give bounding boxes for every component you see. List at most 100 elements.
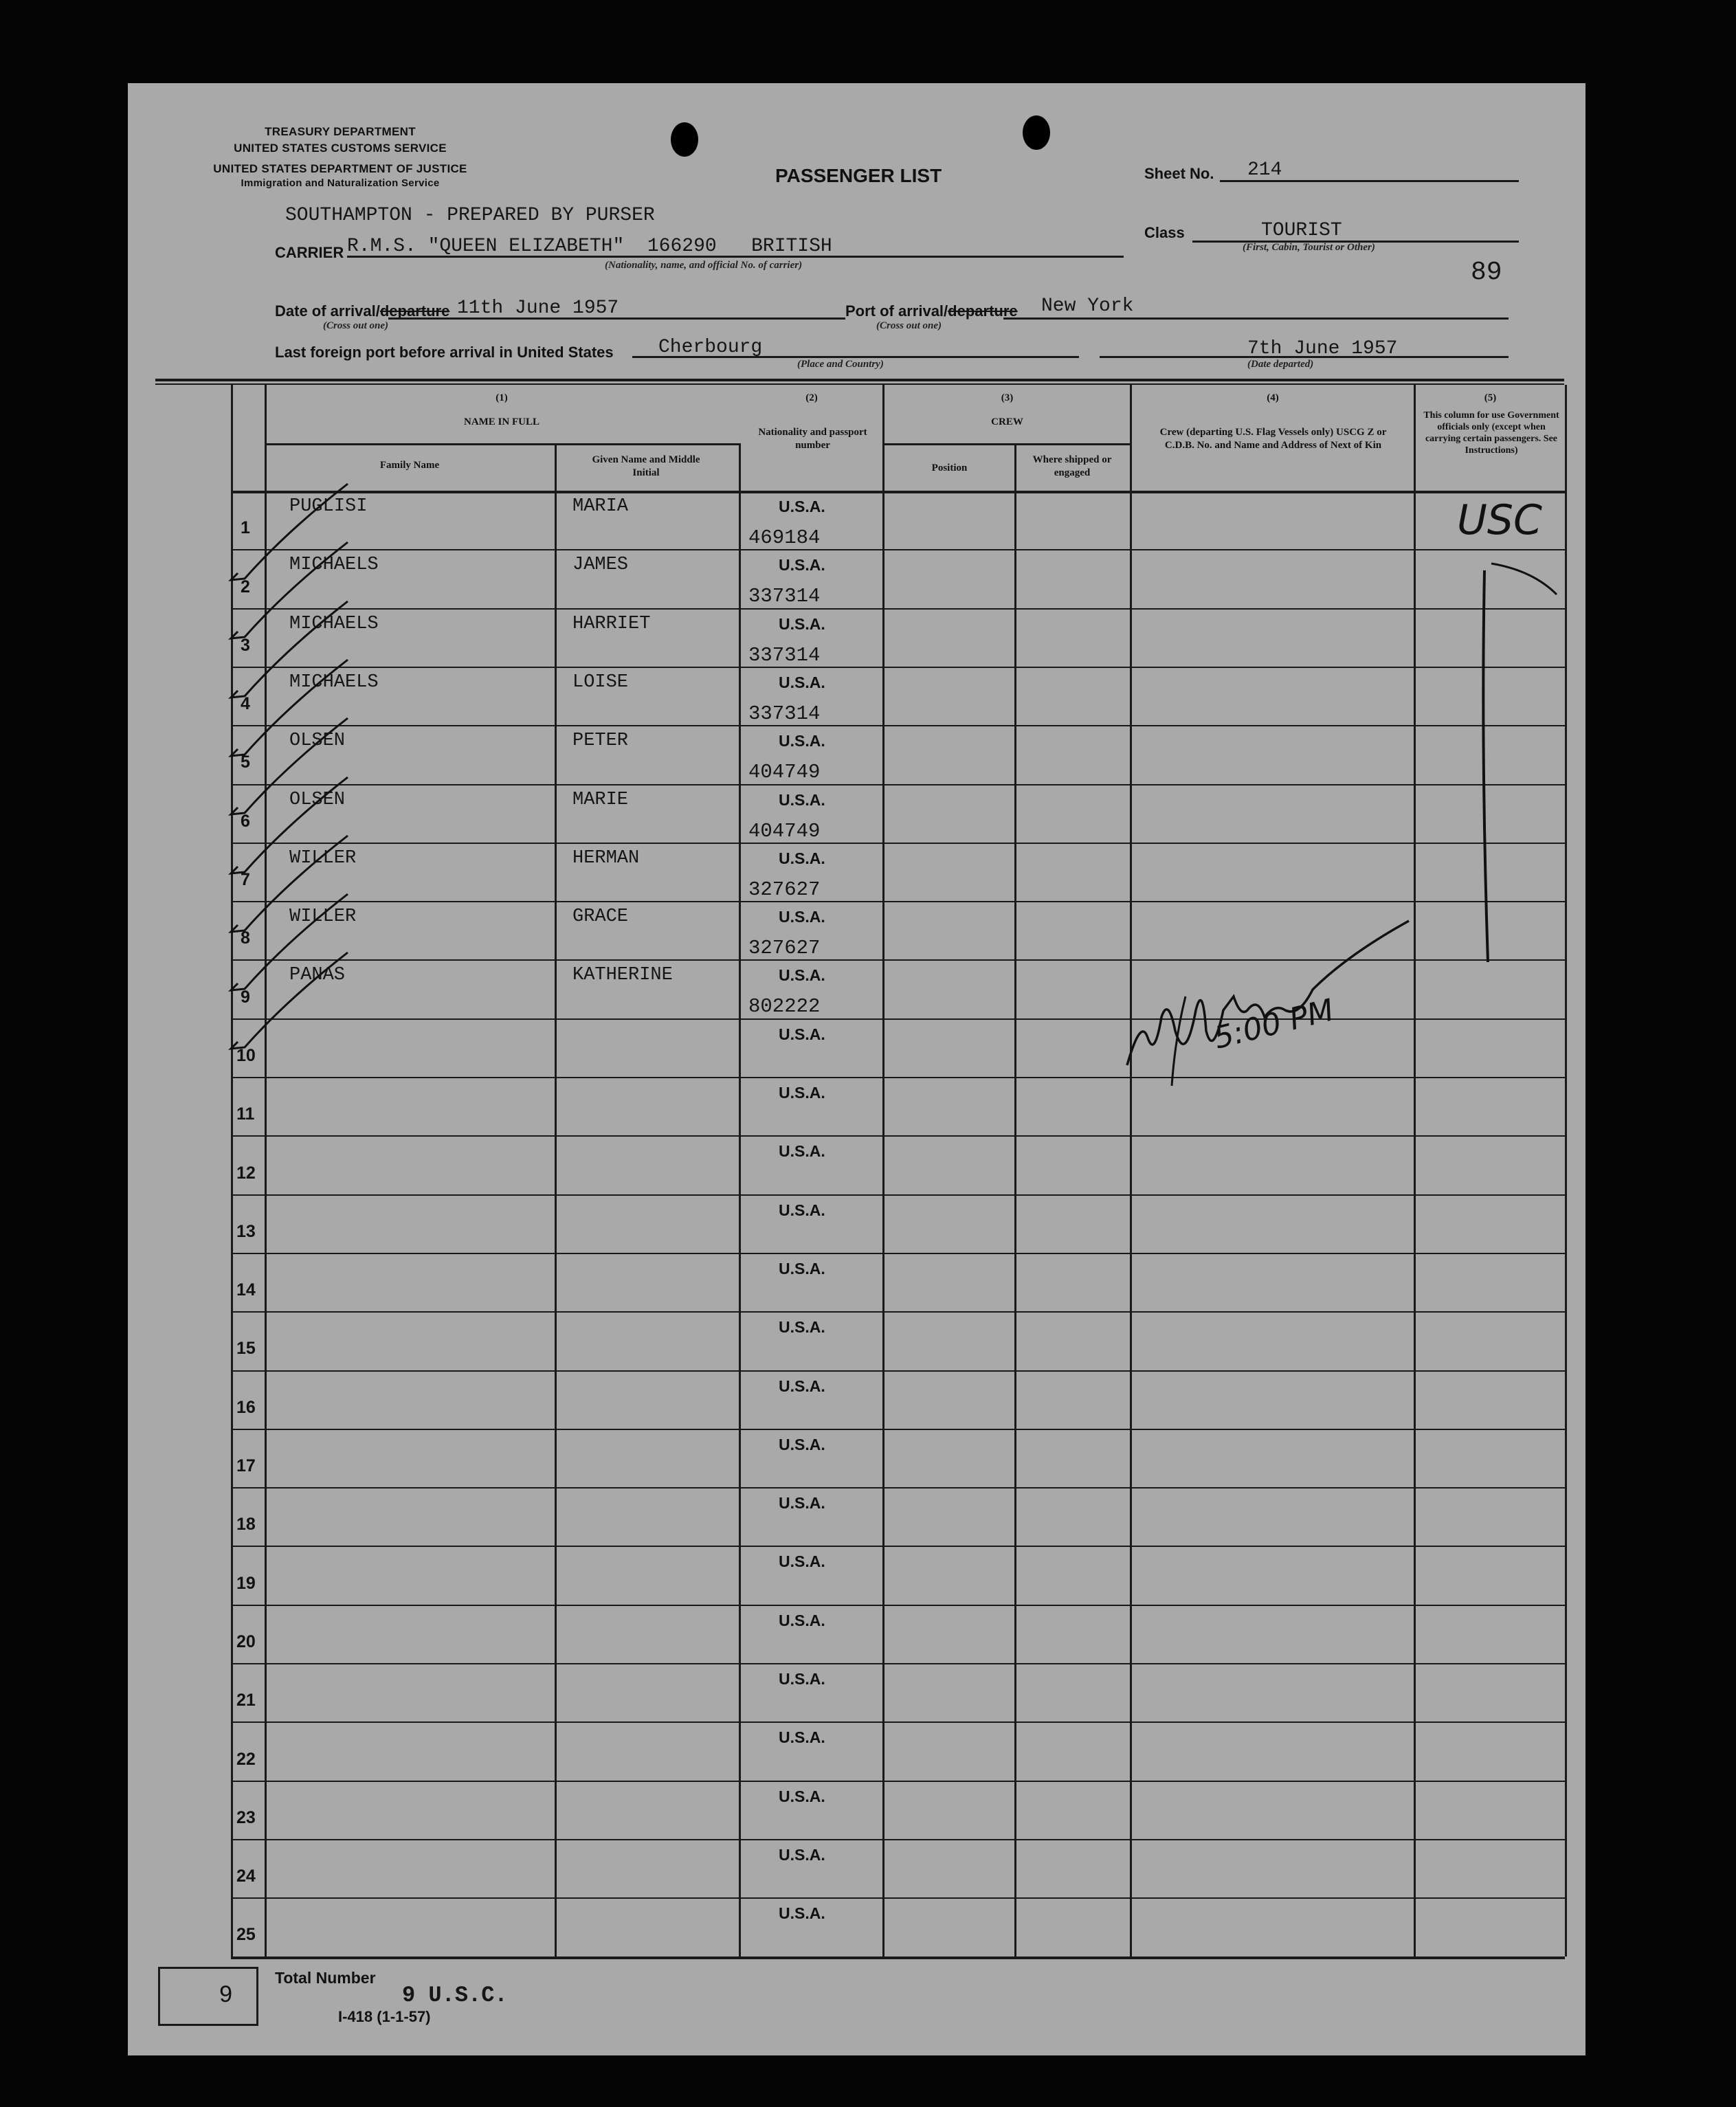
col3-number: (3): [1001, 392, 1014, 403]
date-cross-hint: (Cross out one): [323, 320, 389, 331]
family-name: MICHAELS: [289, 613, 379, 634]
row-divider: [231, 1604, 1565, 1606]
col5-number: (5): [1484, 392, 1497, 403]
official-use-header: This column for use Government officials…: [1423, 410, 1559, 456]
col1-title: NAME IN FULL: [463, 416, 539, 427]
row-divider: [231, 1546, 1565, 1548]
table-row: 15 U.S.A.: [231, 1311, 1565, 1370]
row-divider: [231, 1487, 1565, 1489]
crew-header: CREW: [991, 416, 1023, 427]
port-struck-text: departure: [948, 302, 1018, 320]
table-row: 20 U.S.A.: [231, 1605, 1565, 1663]
nationality-header: Nationality and passport number: [758, 427, 867, 451]
agency-line: TREASURY DEPARTMENT: [265, 125, 416, 138]
row-number: 10: [236, 1045, 256, 1065]
passport-number: 327627: [748, 878, 821, 901]
place-hint: (Place and Country): [797, 359, 884, 370]
checkmark-tick: [227, 717, 348, 816]
passport-number: 327627: [748, 937, 821, 960]
nationality: U.S.A.: [779, 498, 825, 515]
col2-number: (2): [805, 392, 818, 403]
row-divider: [231, 1838, 1565, 1840]
port-cross-hint: (Cross out one): [876, 320, 942, 331]
name-subheader-rule: [265, 443, 739, 445]
nationality: U.S.A.: [779, 1318, 825, 1337]
table-top-rule: [155, 379, 1564, 381]
form-number: I-418 (1-1-57): [338, 2008, 431, 2025]
date-struck-text: departure: [379, 302, 450, 320]
table-row: 5 OLSEN PETER U.S.A. 404749: [231, 725, 1565, 783]
row-number: 7: [241, 870, 250, 890]
given-name: JAMES: [572, 555, 629, 576]
passenger-list-sheet: [128, 83, 1585, 2055]
table-row: 6 OLSEN MARIE U.S.A. 404749: [231, 784, 1565, 843]
given-name-header: Given Name and Middle Initial: [592, 454, 700, 478]
table-row: 8 WILLER GRACE U.S.A. 327627: [231, 901, 1565, 959]
row-number: 9: [241, 987, 250, 1007]
nationality: U.S.A.: [779, 1201, 825, 1219]
row-divider: [231, 666, 1565, 668]
date-departed-value: 7th June 1957: [1247, 338, 1398, 359]
given-name: LOISE: [572, 671, 629, 693]
port-line: [1003, 317, 1509, 320]
given-name: MARIE: [572, 789, 629, 810]
col4-number: (4): [1267, 392, 1279, 403]
table-row: 14 U.S.A.: [231, 1253, 1565, 1311]
row-number: 12: [236, 1163, 256, 1183]
checkmark-tick: [227, 776, 348, 875]
family-name: WILLER: [289, 906, 357, 928]
nationality: U.S.A.: [779, 1376, 825, 1395]
row-number: 2: [241, 577, 250, 597]
column-divider: [1565, 385, 1567, 1957]
nationality: U.S.A.: [779, 1904, 825, 1923]
row-number: 1: [241, 518, 250, 538]
total-box-value: 9: [219, 1981, 232, 2007]
family-name: MICHAELS: [289, 555, 379, 576]
nationality: U.S.A.: [779, 849, 825, 867]
given-name: GRACE: [572, 906, 629, 928]
table-row: 25 U.S.A.: [231, 1897, 1565, 1956]
table-row: 18 U.S.A.: [231, 1487, 1565, 1546]
last-port-label: Last foreign port before arrival in Unit…: [275, 344, 614, 361]
column-divider: [882, 385, 884, 1957]
table-row: 7 WILLER HERMAN U.S.A. 327627: [231, 843, 1565, 901]
col1-number: (1): [496, 392, 508, 403]
checkmark-tick: [227, 600, 348, 699]
given-name: HARRIET: [572, 613, 651, 634]
row-divider: [231, 1897, 1565, 1899]
nationality: U.S.A.: [779, 1670, 825, 1688]
row-number: 8: [241, 928, 250, 948]
checkmark-tick: [227, 893, 348, 992]
row-divider: [231, 725, 1565, 727]
total-box: 9: [158, 1967, 258, 2026]
nationality: U.S.A.: [779, 673, 825, 691]
sheet-no-value: 214: [1247, 159, 1282, 181]
carrier-label: CARRIER: [275, 244, 344, 261]
checkmark-tick: [227, 482, 348, 581]
last-port-value: Cherbourg: [658, 337, 763, 358]
checkmark-tick: [227, 952, 348, 1051]
family-name: MICHAELS: [289, 671, 379, 693]
port-label-text: Port of arrival/: [845, 302, 948, 320]
table-top-rule: [155, 383, 1564, 385]
date-line: [388, 317, 845, 320]
official-handwritten-mark: USC: [1457, 496, 1542, 544]
class-value: TOURIST: [1261, 220, 1342, 241]
passport-number: 469184: [748, 526, 821, 549]
table-row: 4 MICHAELS LOISE U.S.A. 337314: [231, 667, 1565, 725]
nationality: U.S.A.: [779, 1259, 825, 1278]
row-divider: [231, 1428, 1565, 1430]
row-number: 22: [236, 1749, 256, 1769]
row-number: 13: [236, 1221, 256, 1241]
row-divider: [231, 959, 1565, 961]
nationality: U.S.A.: [779, 1084, 825, 1102]
table-row: 11 U.S.A.: [231, 1077, 1565, 1135]
row-divider: [231, 1018, 1565, 1020]
family-name-header: Family Name: [379, 460, 440, 471]
date-departed-hint: (Date departed): [1247, 359, 1314, 370]
table-row: 16 U.S.A.: [231, 1370, 1565, 1429]
row-number: 19: [236, 1573, 256, 1593]
table-row: 3 MICHAELS HARRIET U.S.A. 337314: [231, 608, 1565, 667]
passport-number: 337314: [748, 585, 821, 608]
total-number-note: 9 U.S.C.: [402, 1983, 508, 2008]
